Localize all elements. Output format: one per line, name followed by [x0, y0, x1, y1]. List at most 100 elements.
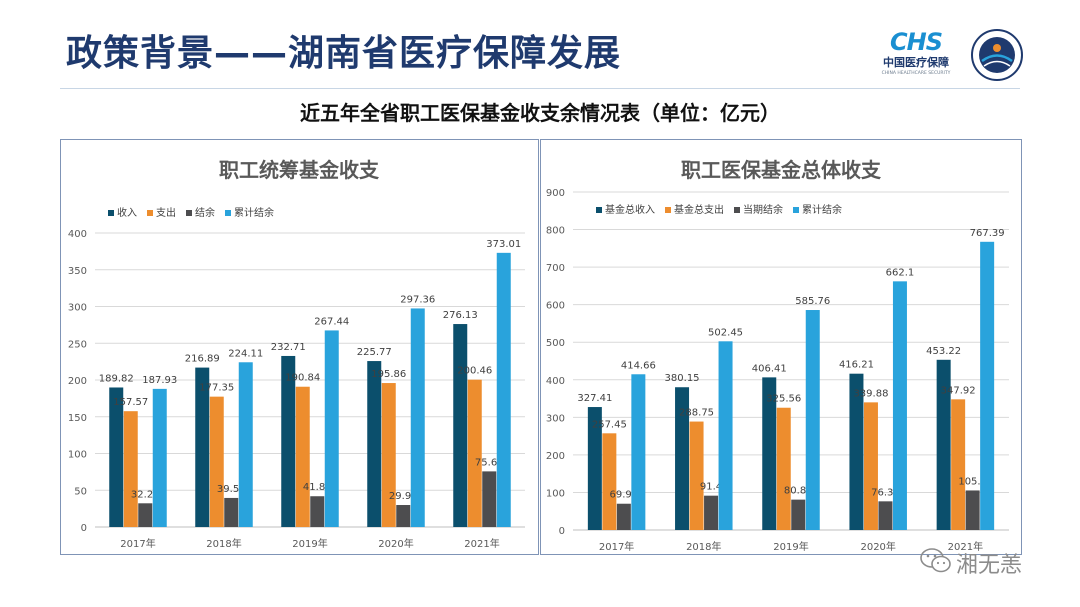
bar [324, 330, 339, 527]
y-tick-label: 250 [68, 339, 87, 350]
data-label: 347.92 [941, 385, 976, 396]
data-label: 91.4 [700, 482, 722, 493]
bar [616, 503, 631, 530]
legend-swatch [596, 207, 602, 213]
logo-mark: CHS [890, 28, 943, 56]
data-label: 105.3 [958, 476, 987, 487]
bar [281, 355, 296, 527]
bar [367, 361, 382, 527]
logo-name-en: CHINA HEALTHCARE SECURITY [881, 71, 951, 76]
wechat-icon [920, 548, 951, 573]
bar [791, 499, 806, 530]
x-tick-label: 2019年 [292, 537, 327, 550]
y-tick-label: 500 [546, 338, 565, 349]
y-tick-label: 100 [68, 450, 87, 461]
data-label: 325.56 [766, 394, 801, 405]
legend-swatch [734, 207, 740, 213]
chart-pooled-fund: 职工统筹基金收支 收入 支出 结余 累计结余 0 50 100 150 200 250 300 350 4… [60, 139, 539, 555]
data-label: 195.86 [371, 369, 406, 380]
y-tick-label: 700 [546, 263, 565, 274]
legend-label: 收入 [117, 206, 137, 219]
y-tick-label: 900 [546, 188, 565, 199]
slide-title: 政策背景——湖南省医疗保障发展 [66, 33, 622, 74]
bar [295, 386, 310, 527]
bar [675, 387, 690, 530]
bar [453, 324, 468, 527]
legend-label: 累计结余 [234, 206, 274, 219]
x-tick-label: 2018年 [206, 537, 241, 550]
y-tick-label: 300 [68, 303, 87, 314]
data-label: 232.71 [271, 342, 306, 353]
bar [849, 373, 864, 530]
data-label: 339.88 [853, 388, 888, 399]
chart-title: 职工医保基金总体收支 [681, 158, 882, 182]
legend-label: 基金总收入 [605, 203, 655, 216]
table-subtitle: 近五年全省职工医保基金收支余情况表（单位：亿元） [300, 101, 780, 125]
bar [496, 252, 511, 527]
bar [936, 359, 951, 530]
x-tick-label: 2017年 [120, 537, 155, 550]
legend-swatch [186, 210, 192, 216]
data-label: 406.41 [752, 363, 787, 374]
bar [776, 407, 791, 530]
bar [195, 367, 210, 527]
data-label: 267.44 [314, 316, 349, 327]
y-tick-label: 0 [81, 523, 87, 534]
y-tick-label: 800 [546, 226, 565, 237]
y-tick-label: 150 [68, 413, 87, 424]
data-label: 187.93 [142, 375, 177, 386]
x-tick-label: 2018年 [686, 540, 721, 553]
bar [689, 421, 704, 530]
bar [718, 341, 733, 530]
data-label: 585.76 [795, 296, 830, 307]
wechat-watermark: 湘无恙 [920, 545, 1048, 579]
data-label: 276.13 [443, 310, 478, 321]
logo-name-cn: 中国医疗保障 [883, 56, 949, 69]
y-tick-label: 200 [68, 376, 87, 387]
data-label: 177.35 [199, 383, 234, 394]
bar [762, 377, 777, 530]
bar [138, 503, 153, 527]
bar [878, 501, 893, 530]
data-label: 157.57 [113, 397, 148, 408]
y-tick-label: 400 [68, 229, 87, 240]
bar [951, 399, 966, 530]
data-label: 41.86 [303, 482, 332, 493]
data-label: 189.82 [99, 373, 134, 384]
data-label: 200.46 [457, 366, 492, 377]
legend-swatch [108, 210, 114, 216]
data-label: 767.39 [970, 228, 1005, 239]
y-tick-label: 200 [546, 451, 565, 462]
legend-label: 结余 [195, 206, 215, 219]
chart-title: 职工统筹基金收支 [219, 158, 380, 182]
bar [482, 471, 497, 527]
data-label: 39.54 [217, 484, 246, 495]
data-label: 257.45 [592, 419, 627, 430]
legend-swatch [793, 207, 799, 213]
data-label: 32.25 [131, 489, 160, 500]
bar [980, 241, 995, 530]
bar [892, 281, 907, 530]
bar [109, 387, 124, 527]
x-tick-label: 2021年 [948, 540, 983, 553]
data-label: 297.36 [400, 294, 435, 305]
bar [396, 505, 411, 527]
legend-swatch [147, 210, 153, 216]
seal-emblem-icon [971, 29, 1023, 81]
data-label: 69.96 [610, 490, 639, 501]
bar [467, 379, 482, 527]
bar [805, 310, 820, 530]
legend-label: 基金总支出 [674, 203, 724, 216]
bar [965, 490, 980, 530]
watermark-text: 湘无恙 [956, 553, 1023, 578]
bar [381, 383, 396, 527]
bar [631, 374, 646, 530]
data-label: 224.11 [228, 348, 263, 359]
bar [152, 388, 167, 527]
data-label: 414.66 [621, 360, 656, 371]
data-label: 75.67 [475, 457, 504, 468]
y-tick-label: 300 [546, 413, 565, 424]
bar [863, 402, 878, 530]
